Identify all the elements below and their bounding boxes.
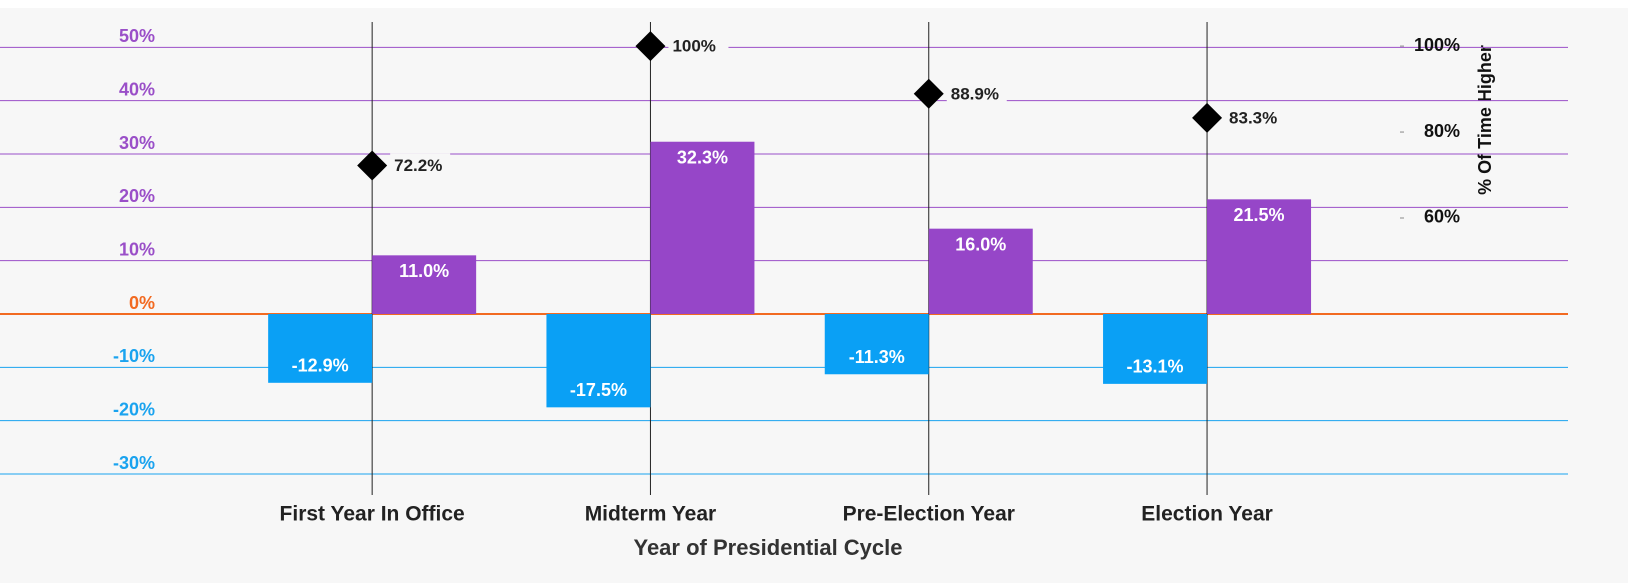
y-tick-label: 50%	[119, 26, 155, 46]
y-tick-label: 10%	[119, 239, 155, 259]
data-label: 88.9%	[951, 84, 999, 103]
data-label: 32.3%	[677, 147, 728, 167]
bar	[546, 314, 651, 408]
y-tick-label: 40%	[119, 79, 155, 99]
data-label: -11.3%	[849, 347, 905, 367]
data-label: 100%	[672, 37, 715, 56]
label-background	[390, 153, 451, 178]
y2-tick-label: 80%	[1424, 121, 1460, 141]
diamond-marker	[913, 78, 944, 109]
data-label: 21.5%	[1234, 205, 1285, 225]
label-background	[946, 81, 1007, 106]
data-label: -12.9%	[292, 356, 349, 376]
y-tick-label: 20%	[119, 186, 155, 206]
x-axis-title: Year of Presidential Cycle	[633, 535, 902, 560]
bar	[1103, 314, 1208, 384]
label-background	[1225, 105, 1286, 130]
bar	[268, 314, 373, 383]
y2-tick-label: 100%	[1414, 35, 1460, 55]
y-tick-label: -10%	[113, 346, 155, 366]
x-tick-label: Midterm Year	[585, 503, 717, 526]
plot-background	[0, 8, 1628, 583]
x-tick-label: First Year In Office	[280, 503, 465, 526]
data-label: 16.0%	[955, 234, 1006, 254]
bar	[372, 255, 477, 314]
diamond-marker	[357, 150, 388, 181]
y-tick-label: -30%	[113, 453, 155, 473]
y-tick-label: -20%	[113, 399, 155, 419]
data-label: 72.2%	[394, 156, 442, 175]
data-label: -17.5%	[570, 380, 627, 400]
diamond-marker	[1192, 102, 1223, 133]
bar	[824, 314, 929, 375]
bar	[928, 228, 1033, 314]
data-label: 11.0%	[399, 261, 449, 281]
y-tick-label: 30%	[119, 133, 155, 153]
data-label: -13.1%	[1127, 357, 1184, 377]
bar	[1207, 199, 1312, 314]
y-tick-label: 0%	[129, 293, 155, 313]
x-tick-label: Pre-Election Year	[843, 503, 1015, 526]
diamond-marker	[635, 31, 666, 62]
y2-tick-label: 60%	[1424, 207, 1460, 227]
data-label: 83.3%	[1229, 108, 1277, 127]
bar	[650, 141, 755, 314]
y2-axis-title: % Of Time Higher	[1475, 45, 1495, 195]
label-background	[668, 34, 729, 59]
x-tick-label: Election Year	[1141, 503, 1273, 526]
